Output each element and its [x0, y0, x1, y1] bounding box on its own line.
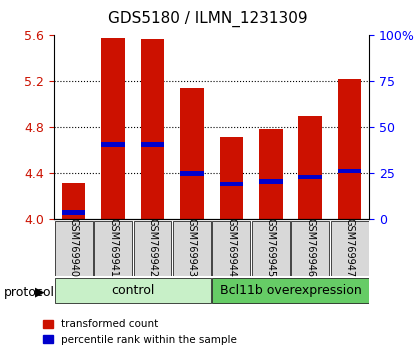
- Bar: [252, 221, 290, 275]
- Text: GSM769941: GSM769941: [108, 218, 118, 277]
- Bar: [55, 221, 93, 275]
- Bar: [259, 179, 283, 184]
- Bar: [62, 183, 85, 219]
- Bar: [259, 129, 283, 219]
- Bar: [141, 39, 164, 219]
- Bar: [134, 221, 171, 275]
- Text: GSM769943: GSM769943: [187, 218, 197, 277]
- Text: protocol: protocol: [4, 286, 55, 298]
- Bar: [94, 221, 132, 275]
- Bar: [298, 116, 322, 219]
- Bar: [180, 88, 204, 219]
- Bar: [220, 137, 243, 219]
- Bar: [212, 278, 369, 303]
- Text: GSM769944: GSM769944: [226, 218, 237, 277]
- Text: ▶: ▶: [35, 286, 45, 298]
- Bar: [291, 221, 329, 275]
- Text: control: control: [111, 284, 154, 297]
- Bar: [101, 142, 125, 147]
- Text: GSM769945: GSM769945: [266, 218, 276, 278]
- Text: GDS5180 / ILMN_1231309: GDS5180 / ILMN_1231309: [107, 11, 308, 27]
- Bar: [101, 38, 125, 219]
- Bar: [55, 278, 211, 303]
- Bar: [141, 142, 164, 147]
- Bar: [220, 182, 243, 186]
- Bar: [338, 79, 361, 219]
- Bar: [62, 210, 85, 215]
- Text: GSM769947: GSM769947: [344, 218, 355, 278]
- Text: Bcl11b overexpression: Bcl11b overexpression: [220, 284, 361, 297]
- Bar: [338, 169, 361, 173]
- Legend: transformed count, percentile rank within the sample: transformed count, percentile rank withi…: [39, 315, 242, 349]
- Text: GSM769940: GSM769940: [68, 218, 79, 277]
- Bar: [180, 171, 204, 176]
- Bar: [331, 221, 369, 275]
- Text: GSM769946: GSM769946: [305, 218, 315, 277]
- Bar: [298, 175, 322, 179]
- Bar: [212, 221, 250, 275]
- Text: GSM769942: GSM769942: [147, 218, 158, 278]
- Bar: [173, 221, 211, 275]
